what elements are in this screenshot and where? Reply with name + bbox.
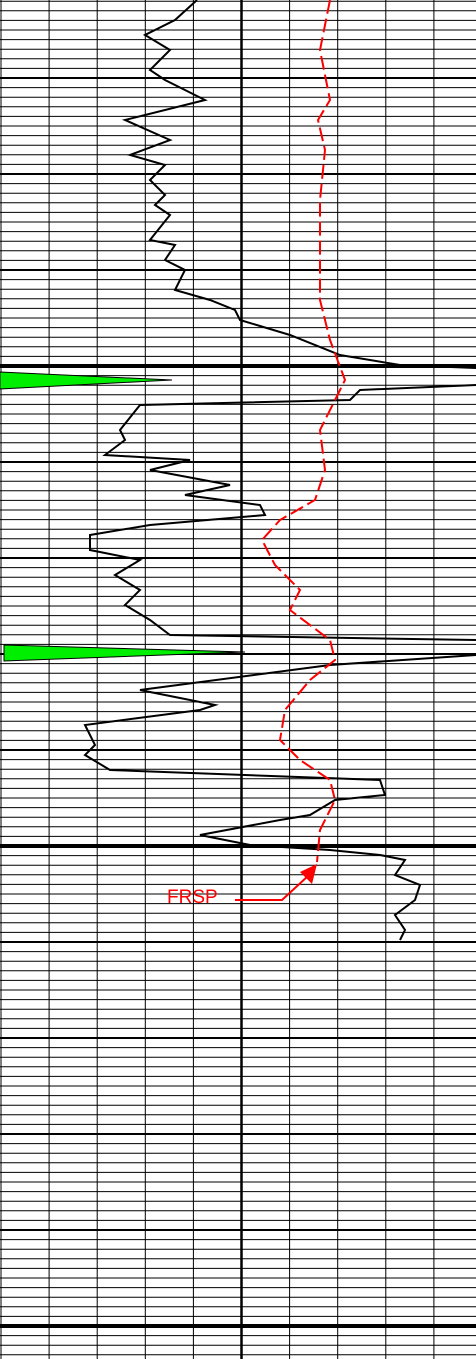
log-curve xyxy=(83,0,476,941)
frsp-curve xyxy=(260,0,347,863)
green-shading xyxy=(3,644,246,662)
curve-label: FRSP xyxy=(167,887,218,908)
green-shading xyxy=(0,371,173,390)
arrow-head xyxy=(300,864,317,884)
arrow xyxy=(235,875,309,901)
